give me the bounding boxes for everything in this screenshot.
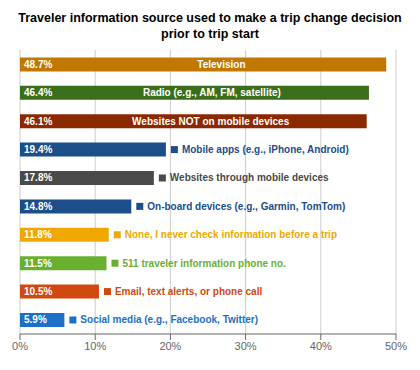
html-text:Traveler information source us: Traveler information source used to make… — [18, 11, 402, 25]
svg-text:Television: Television — [197, 59, 245, 70]
svg-text:10%: 10% — [84, 340, 106, 352]
svg-text:48.7%: 48.7% — [24, 59, 52, 70]
svg-text:On-board devices (e.g., Garmin: On-board devices (e.g., Garmin, TomTom) — [147, 201, 345, 212]
svg-text:11.5%: 11.5% — [24, 258, 52, 269]
svg-text:None, I never check informatio: None, I never check information before a… — [125, 229, 337, 240]
svg-text:Radio (e.g., AM, FM, satellite: Radio (e.g., AM, FM, satellite) — [143, 87, 281, 98]
svg-text:20%: 20% — [159, 340, 181, 352]
svg-text:19.4%: 19.4% — [24, 144, 52, 155]
svg-text:46.1%: 46.1% — [24, 116, 52, 127]
svg-text:17.8%: 17.8% — [24, 172, 52, 183]
svg-text:11.8%: 11.8% — [24, 229, 52, 240]
svg-text:14.8%: 14.8% — [24, 201, 52, 212]
svg-text:511 traveler information phone: 511 traveler information phone no. — [122, 258, 286, 269]
svg-text:5.9%: 5.9% — [24, 314, 47, 325]
html-text:prior to trip start: prior to trip start — [161, 27, 259, 41]
svg-text:0%: 0% — [12, 340, 28, 352]
svg-text:Mobile apps (e.g., iPhone, And: Mobile apps (e.g., iPhone, Android) — [182, 144, 349, 155]
svg-text:Social media (e.g., Facebook,: Social media (e.g., Facebook, Twitter) — [80, 314, 258, 325]
svg-text:Email, text alerts, or phone c: Email, text alerts, or phone call — [115, 286, 262, 297]
svg-text:40%: 40% — [310, 340, 332, 352]
svg-text:Websites through mobile device: Websites through mobile devices — [170, 172, 329, 183]
svg-text:10.5%: 10.5% — [24, 286, 52, 297]
svg-text:Websites NOT on mobile devices: Websites NOT on mobile devices — [132, 116, 290, 127]
svg-text:46.4%: 46.4% — [24, 87, 52, 98]
svg-text:30%: 30% — [235, 340, 257, 352]
svg-text:50%: 50% — [385, 340, 407, 352]
